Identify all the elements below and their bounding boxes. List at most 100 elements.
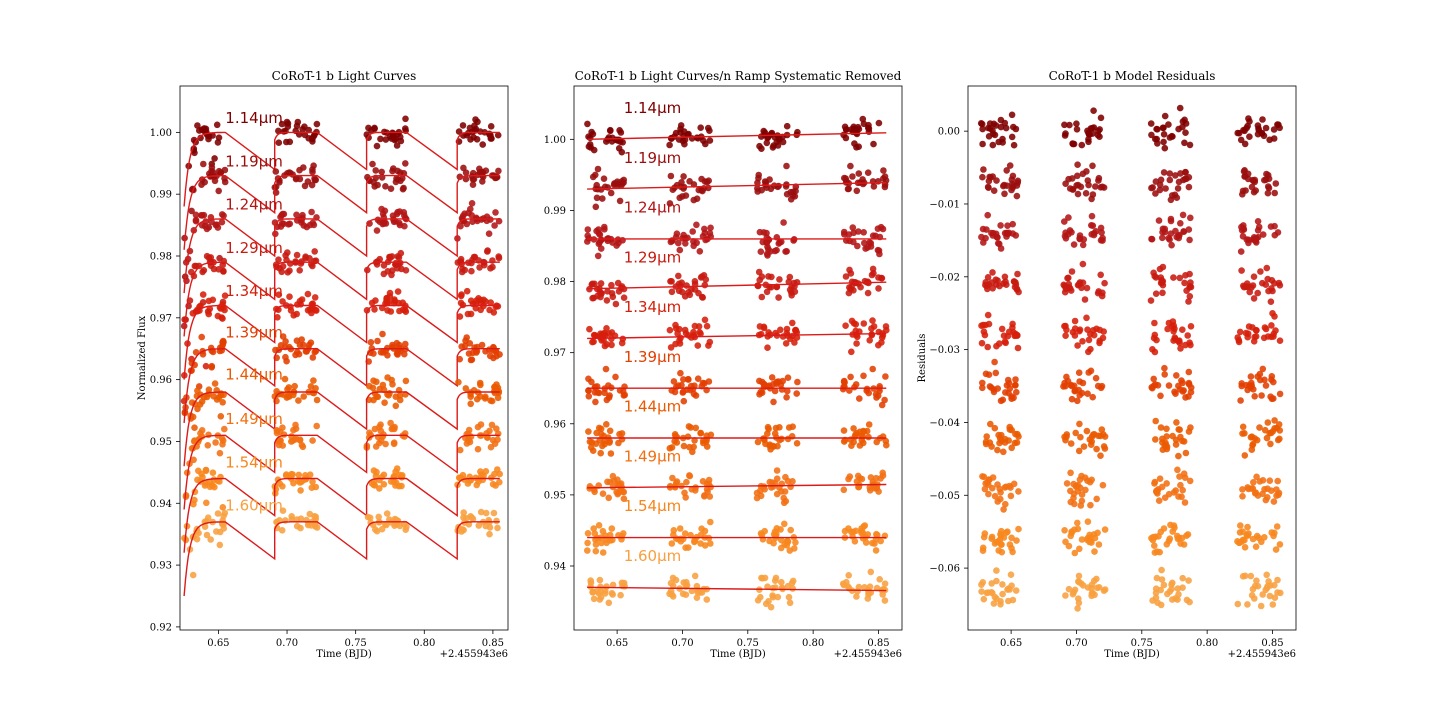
data-point (870, 183, 878, 190)
data-point (979, 547, 987, 554)
series-residual-1 (979, 161, 1280, 204)
data-point (275, 256, 282, 264)
data-point (1151, 478, 1159, 486)
data-point (756, 377, 763, 385)
data-point (592, 398, 599, 406)
data-point (1274, 576, 1281, 584)
data-point (298, 216, 305, 224)
data-point (984, 183, 992, 191)
data-point (842, 134, 850, 142)
data-point (1087, 501, 1094, 509)
data-point (681, 136, 689, 143)
data-point (861, 239, 868, 247)
data-point (770, 398, 777, 406)
series-1.39µm: 1.39µm (181, 324, 503, 423)
data-point (457, 299, 465, 307)
data-point (1012, 376, 1019, 383)
data-point (1074, 519, 1081, 527)
data-point (1250, 338, 1258, 345)
wavelength-label: 1.54µm (624, 497, 682, 515)
series-1.60µm: 1.60µm (183, 497, 501, 597)
data-point (1236, 529, 1244, 536)
data-point (202, 467, 210, 475)
data-point (1074, 172, 1081, 180)
data-point (1276, 124, 1283, 132)
data-point (1244, 532, 1252, 539)
data-point (603, 539, 610, 547)
data-point (372, 167, 380, 174)
data-point (667, 278, 674, 285)
data-point (982, 480, 989, 487)
data-point (775, 294, 782, 301)
data-point (858, 529, 865, 537)
data-point (1185, 298, 1192, 305)
data-point (1013, 192, 1021, 200)
data-point (875, 119, 883, 127)
data-point (217, 390, 225, 397)
data-point (772, 424, 780, 432)
data-point (607, 450, 615, 457)
y-tick-label: 0.97 (544, 348, 566, 359)
data-point (605, 494, 612, 502)
data-point (381, 399, 388, 407)
data-point (1015, 288, 1022, 296)
data-point (372, 297, 379, 304)
data-point (1082, 190, 1090, 197)
data-point (283, 394, 291, 401)
data-point (1174, 185, 1182, 192)
data-point (385, 392, 392, 399)
data-point (280, 220, 287, 228)
data-point (592, 440, 600, 448)
data-point (290, 426, 297, 434)
data-point (1065, 231, 1072, 238)
data-point (701, 316, 709, 324)
data-point (617, 591, 624, 599)
data-point (402, 160, 409, 167)
data-point (279, 263, 287, 270)
series-1.44µm: 1.44µm (183, 366, 503, 467)
data-point (1096, 337, 1103, 345)
data-point (1072, 387, 1079, 394)
data-point (980, 328, 988, 336)
wavelength-label: 1.44µm (225, 366, 283, 384)
data-point (994, 498, 1001, 505)
x-tick-label: 0.80 (413, 638, 435, 649)
data-point (881, 580, 889, 587)
data-point (1175, 125, 1182, 133)
data-point (1182, 394, 1189, 401)
data-point (588, 281, 596, 288)
x-tick-label: 0.75 (737, 638, 759, 649)
data-point (989, 173, 996, 180)
data-point (865, 121, 872, 129)
data-point (194, 387, 201, 395)
data-point (691, 538, 698, 546)
data-point (677, 369, 684, 377)
data-point (1157, 176, 1165, 184)
data-point (380, 214, 388, 221)
data-point (394, 208, 401, 216)
data-point (1238, 382, 1245, 390)
data-point (299, 211, 306, 219)
data-point (394, 288, 402, 295)
data-point (671, 388, 679, 396)
data-point (773, 467, 781, 474)
series-1.44µm: 1.44µm (585, 398, 890, 457)
data-point (1259, 591, 1266, 598)
panel-ramp-removed: CoRoT-1 b Light Curves/n Ramp Systematic… (544, 69, 903, 660)
data-point (217, 413, 225, 420)
data-point (783, 122, 791, 130)
data-point (598, 331, 606, 338)
data-point (983, 433, 990, 440)
data-point (278, 268, 286, 276)
data-point (1061, 527, 1068, 534)
data-point (390, 440, 398, 448)
data-point (681, 326, 689, 334)
data-point (784, 374, 792, 382)
data-point (1158, 576, 1166, 583)
data-point (702, 276, 710, 283)
data-point (1171, 388, 1178, 396)
data-point (1095, 432, 1102, 440)
y-tick-label: 0.99 (544, 206, 566, 217)
data-point (1156, 265, 1164, 273)
data-point (455, 378, 462, 386)
